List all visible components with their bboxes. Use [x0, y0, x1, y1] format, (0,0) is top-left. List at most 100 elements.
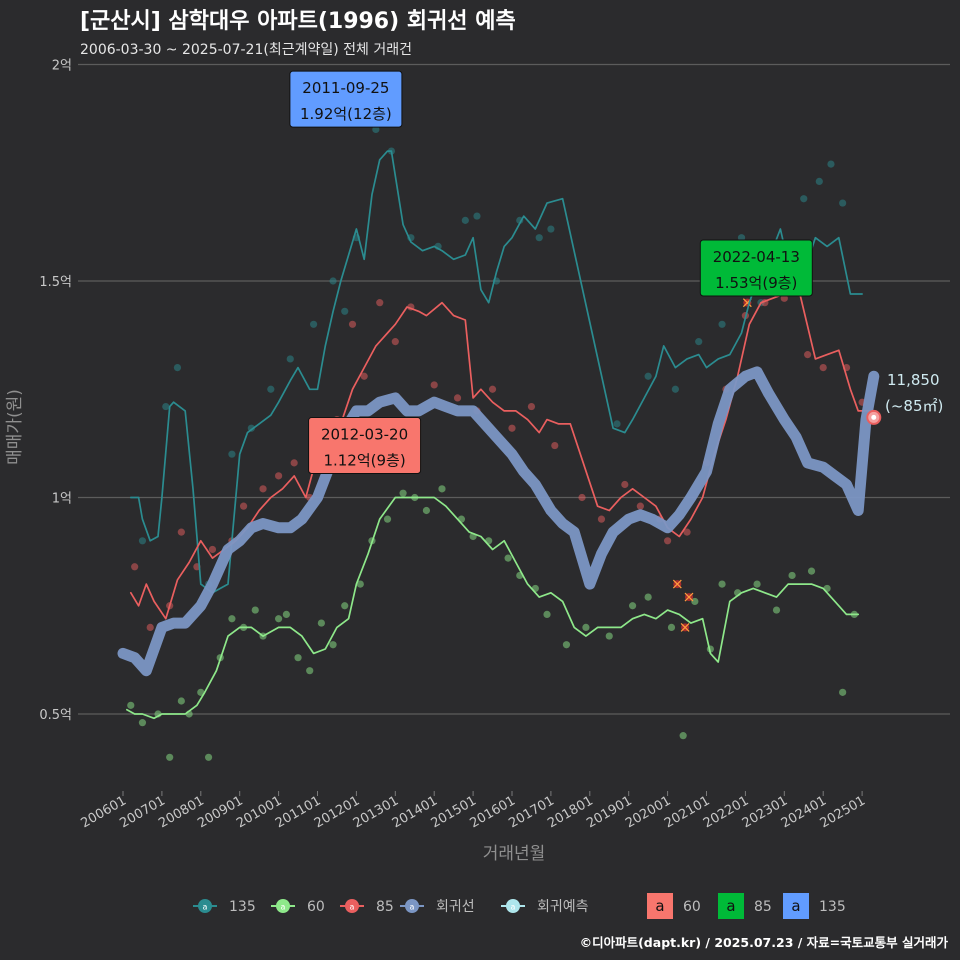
credit-line: ©디아파트(dapt.kr) / 2025.07.23 / 자료=국토교통부 실…	[580, 935, 949, 950]
annotation-135: 2011-09-25 1.92억(12층)	[289, 70, 403, 128]
scatter-point-135	[535, 234, 543, 242]
scatter-point-85	[275, 472, 283, 480]
scatter-point-60	[204, 753, 213, 761]
scatter-point-85	[597, 515, 606, 523]
cancelled-mark	[684, 592, 694, 602]
scatter-point-60	[317, 619, 325, 627]
scatter-point-60	[306, 667, 314, 675]
scatter-point-135	[671, 385, 679, 393]
legend-label-0: 135	[229, 899, 256, 915]
scatter-point-60	[127, 701, 135, 709]
scatter-point-60	[177, 697, 185, 705]
legend-label-1: 60	[307, 899, 325, 915]
scatter-point-135	[800, 195, 808, 203]
scatter-point-85	[290, 459, 298, 467]
scatter-point-60	[228, 615, 236, 623]
legend-label-4: 회귀예측	[537, 899, 589, 915]
scatter-point-60	[753, 580, 761, 588]
scatter-point-60	[282, 610, 290, 619]
scatter-point-60	[275, 615, 283, 623]
scatter-point-60	[166, 753, 174, 761]
legend-marker-4	[506, 899, 520, 913]
scatter-point-60	[562, 641, 571, 649]
scatter-point-85	[508, 424, 516, 432]
scatter-point-85	[636, 502, 644, 510]
scatter-point-85	[391, 338, 399, 346]
legend-marker-0	[198, 899, 212, 913]
scatter-point-135	[473, 212, 481, 220]
x-tick-label: 202501	[818, 793, 868, 831]
scatter-point-85	[780, 294, 788, 302]
end-area-label: (~85㎡)	[885, 397, 943, 415]
scatter-point-60	[679, 732, 687, 740]
scatter-point-135	[329, 277, 337, 285]
legend-box-label-1: 85	[754, 899, 772, 915]
scatter-point-60	[718, 580, 726, 588]
legend-marker-2	[345, 899, 359, 913]
scatter-point-135	[286, 355, 294, 363]
scatter-point-135	[613, 420, 621, 428]
scatter-point-85	[177, 528, 185, 536]
scatter-point-85	[259, 485, 267, 493]
grid-lines	[78, 63, 950, 715]
annotation-box	[289, 70, 403, 128]
scatter-point-85	[360, 372, 368, 380]
scatter-point-85	[683, 528, 691, 536]
regression-line	[117, 366, 880, 677]
scatter-point-85	[551, 441, 559, 450]
chart-title: [군산시] 삼학대우 아파트(1996) 회귀선 예측	[80, 9, 516, 34]
scatter-point-135	[695, 338, 703, 346]
scatter-point-60	[329, 641, 337, 649]
scatter-point-135	[827, 160, 835, 168]
scatter-point-135	[461, 216, 469, 224]
scatter-point-60	[628, 602, 637, 610]
series-line-135	[129, 150, 863, 594]
scatter-point-60	[138, 719, 147, 727]
y-tick-label: 2억	[52, 59, 72, 74]
end-value-label: 11,850	[887, 371, 940, 389]
scatter-point-60	[644, 593, 652, 601]
annotation-85: 2022-04-13 1.53억(9층)	[699, 239, 813, 297]
legend-marker-1	[276, 899, 290, 913]
scatter-point-135	[547, 225, 555, 233]
scatter-point-135	[372, 125, 380, 134]
legend-box-label-2: 135	[819, 899, 846, 915]
scatter-point-135	[138, 537, 147, 545]
legend-glyph-1: a	[281, 903, 286, 912]
prediction-point-center	[871, 414, 877, 420]
cancelled-mark	[672, 579, 682, 589]
scatter-point-135	[267, 385, 275, 393]
scatter-point-135	[644, 372, 652, 380]
annotation-date: 2012-03-20	[321, 426, 408, 444]
scatter-point-85	[146, 623, 154, 632]
scatter-point-135	[341, 307, 349, 315]
series-lines	[117, 150, 882, 720]
scatter-point-60	[543, 610, 551, 619]
annotation-price: 1.12억(9층)	[323, 452, 405, 470]
annotation-box	[699, 239, 813, 297]
scatter-point-60	[807, 567, 816, 575]
scatter-point-60	[691, 597, 699, 606]
legend-marker-3	[405, 899, 419, 913]
scatter-point-85	[804, 351, 812, 359]
scatter-point-85	[453, 394, 462, 402]
scatter-point-85	[430, 381, 438, 389]
scatter-point-85	[348, 320, 357, 328]
legend-box-glyph-1: a	[726, 897, 735, 915]
scatter-point-135	[737, 234, 746, 242]
legend-label-3: 회귀선	[436, 899, 475, 915]
y-tick-label: 1.5억	[39, 275, 72, 290]
legend-box-glyph-0: a	[655, 897, 664, 915]
scatter-point-85	[208, 545, 217, 554]
scatter-point-85	[488, 385, 497, 393]
legend-glyph-2: a	[350, 903, 355, 912]
scatter-point-60	[788, 571, 796, 580]
scatter-point-60	[605, 632, 613, 640]
annotations: 2012-03-20 1.12억(9층) 2022-04-131.53억(9층) 20…	[289, 70, 813, 475]
scatter-point-85	[819, 364, 827, 372]
scatter-point-85	[131, 563, 139, 571]
scatter-point-135	[310, 320, 318, 328]
series-line-60	[126, 496, 860, 720]
scatter-point-135	[839, 199, 847, 207]
